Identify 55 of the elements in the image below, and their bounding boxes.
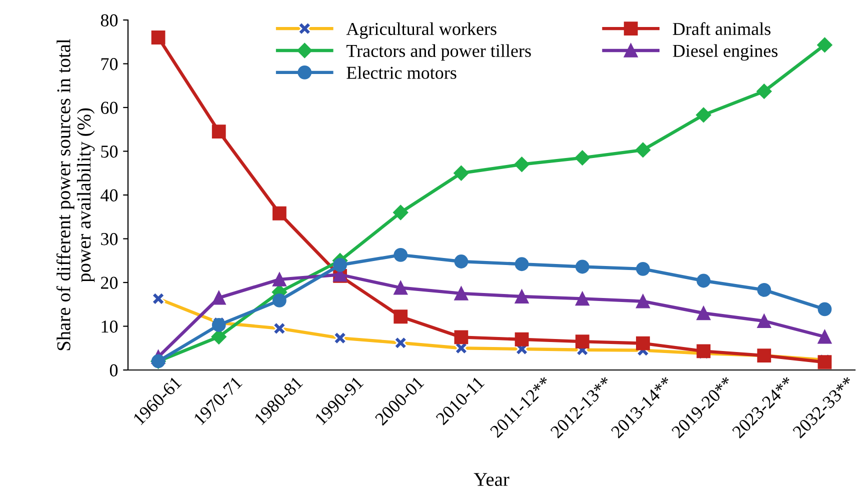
y-tick-label: 70 xyxy=(101,58,118,70)
point xyxy=(393,204,408,220)
legend-label: Electric motors xyxy=(346,66,456,79)
legend-label: Diesel engines xyxy=(672,44,778,61)
point xyxy=(757,314,772,328)
x-axis-title: Year xyxy=(474,473,510,486)
point xyxy=(272,272,286,286)
point xyxy=(394,248,408,262)
point xyxy=(211,329,226,344)
point xyxy=(394,280,408,295)
point xyxy=(272,206,286,220)
point xyxy=(333,258,347,272)
point xyxy=(696,306,710,320)
legend-label: Tractors and power tillers xyxy=(346,44,531,61)
point xyxy=(454,286,468,300)
point xyxy=(454,330,468,344)
y-tick-label: 40 xyxy=(100,189,118,202)
y-tick-label: 30 xyxy=(101,233,118,246)
point xyxy=(696,107,712,123)
point xyxy=(696,274,710,288)
point xyxy=(394,310,408,324)
y-tick-label: 80 xyxy=(100,14,118,26)
y-tick-label: 10 xyxy=(102,320,118,333)
legend-label: Agricultural workers xyxy=(346,22,496,39)
point xyxy=(636,294,650,308)
point xyxy=(636,336,650,350)
point xyxy=(575,292,590,306)
point xyxy=(575,260,590,274)
point xyxy=(818,330,832,344)
y-tick-label: 20 xyxy=(101,276,118,289)
point xyxy=(514,156,530,172)
point xyxy=(574,150,590,166)
point xyxy=(151,30,166,44)
point xyxy=(756,84,772,99)
y-tick-label: 60 xyxy=(101,102,118,114)
point xyxy=(818,302,832,316)
point xyxy=(454,254,468,268)
point xyxy=(575,334,590,349)
point xyxy=(514,290,529,304)
point xyxy=(212,124,226,139)
point xyxy=(454,166,469,181)
point xyxy=(272,293,286,308)
point xyxy=(212,290,226,305)
point xyxy=(635,142,651,158)
point xyxy=(514,332,529,346)
y-axis-title: Share of different power sources in total power availability (%) xyxy=(56,38,95,350)
point xyxy=(757,282,772,297)
y-tick-label: 0 xyxy=(110,364,118,376)
point xyxy=(514,257,529,272)
point xyxy=(818,355,832,370)
point xyxy=(696,344,710,358)
point xyxy=(817,37,832,53)
point xyxy=(636,262,650,276)
legend-label: Draft animals xyxy=(672,22,770,36)
y-tick-label: 50 xyxy=(101,146,118,158)
